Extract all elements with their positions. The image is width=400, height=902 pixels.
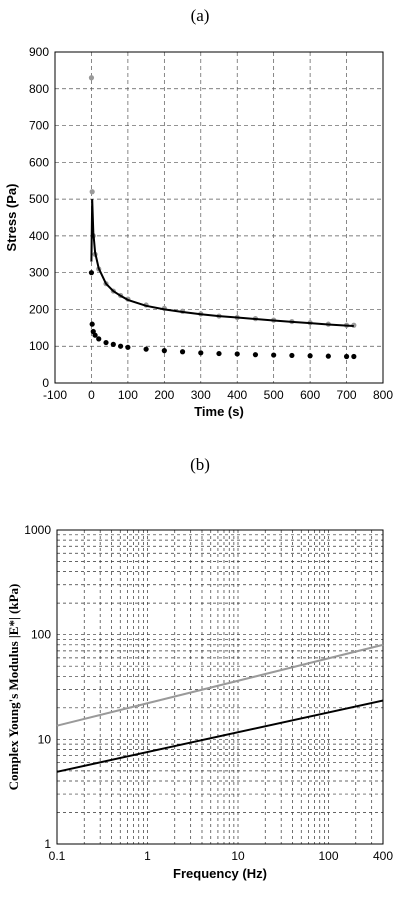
- x-tick-label: 0: [88, 388, 95, 402]
- series-2-point: [88, 270, 95, 276]
- y-tick-label: 1: [44, 837, 51, 851]
- series-2-point: [271, 352, 277, 358]
- series-1-line: [90, 199, 354, 327]
- plot-area: [55, 52, 383, 383]
- series-2-point: [103, 339, 109, 346]
- panel-b-label: (b): [190, 455, 210, 474]
- series-2-point: [289, 352, 295, 359]
- series-2-point: [234, 351, 240, 357]
- series-0-point: [88, 75, 95, 81]
- series-2-point: [351, 353, 357, 360]
- panel-a-label: (a): [190, 6, 210, 25]
- plot-area: [57, 530, 383, 844]
- y-tick-label: 900: [29, 45, 49, 59]
- x-tick-label: -100: [43, 388, 67, 402]
- y-tick-label: 1000: [24, 523, 51, 537]
- series-2-point: [161, 348, 167, 354]
- series-2-point: [89, 321, 95, 327]
- y-tick-label: 800: [29, 82, 49, 96]
- series-0-point: [89, 189, 95, 195]
- series-2-point: [92, 332, 98, 338]
- y-tick-label: 500: [29, 192, 49, 206]
- x-tick-label: 0.1: [49, 849, 66, 863]
- series-2-point: [96, 336, 102, 342]
- series-2-point: [325, 353, 331, 359]
- series-2-point: [125, 344, 131, 350]
- series-0-line: [56, 643, 384, 727]
- y-tick-label: 200: [29, 302, 49, 316]
- series-2-point: [343, 353, 350, 360]
- x-tick-label: 700: [337, 388, 357, 402]
- series-2-point: [110, 341, 116, 347]
- x-axis-label: Time (s): [194, 404, 244, 419]
- plot-frame: [56, 529, 384, 845]
- x-tick-label: 100: [318, 849, 338, 863]
- y-tick-label: 0: [42, 376, 49, 390]
- x-tick-label: 600: [300, 388, 320, 402]
- y-tick-label: 700: [29, 119, 49, 133]
- plot-frame: [54, 51, 384, 384]
- x-tick-label: 400: [227, 388, 247, 402]
- x-tick-label: 300: [191, 388, 211, 402]
- series-2-point: [118, 343, 124, 349]
- series-2-point: [198, 350, 204, 356]
- x-tick-label: 500: [264, 388, 284, 402]
- series-2-point: [216, 350, 222, 357]
- series-2-point: [143, 346, 149, 352]
- series-1-line: [56, 699, 384, 773]
- y-tick-label: 100: [31, 628, 51, 642]
- x-tick-label: 200: [154, 388, 174, 402]
- y-tick-label: 300: [29, 266, 49, 280]
- x-axis-label: Frequency (Hz): [173, 866, 267, 881]
- series-2-point: [252, 352, 259, 358]
- y-axis-label: Complex Young's Modulus |E*| (kPa): [6, 584, 21, 791]
- x-tick-label: 1: [144, 849, 151, 863]
- y-tick-label: 600: [29, 155, 49, 169]
- series-2-point: [179, 349, 186, 355]
- stress-relaxation-chart: -100 0 100 200 300 400 500 600 700 80001002003004…: [4, 45, 393, 419]
- x-tick-label: 400: [373, 849, 393, 863]
- y-tick-label: 400: [29, 229, 49, 243]
- y-axis-label: Stress (Pa): [4, 184, 19, 252]
- x-tick-label: 10: [231, 849, 245, 863]
- x-tick-label: 800: [373, 388, 393, 402]
- x-tick-label: 100: [118, 388, 138, 402]
- y-tick-label: 10: [38, 732, 52, 746]
- y-tick-label: 100: [29, 339, 49, 353]
- series-2-point: [307, 353, 313, 359]
